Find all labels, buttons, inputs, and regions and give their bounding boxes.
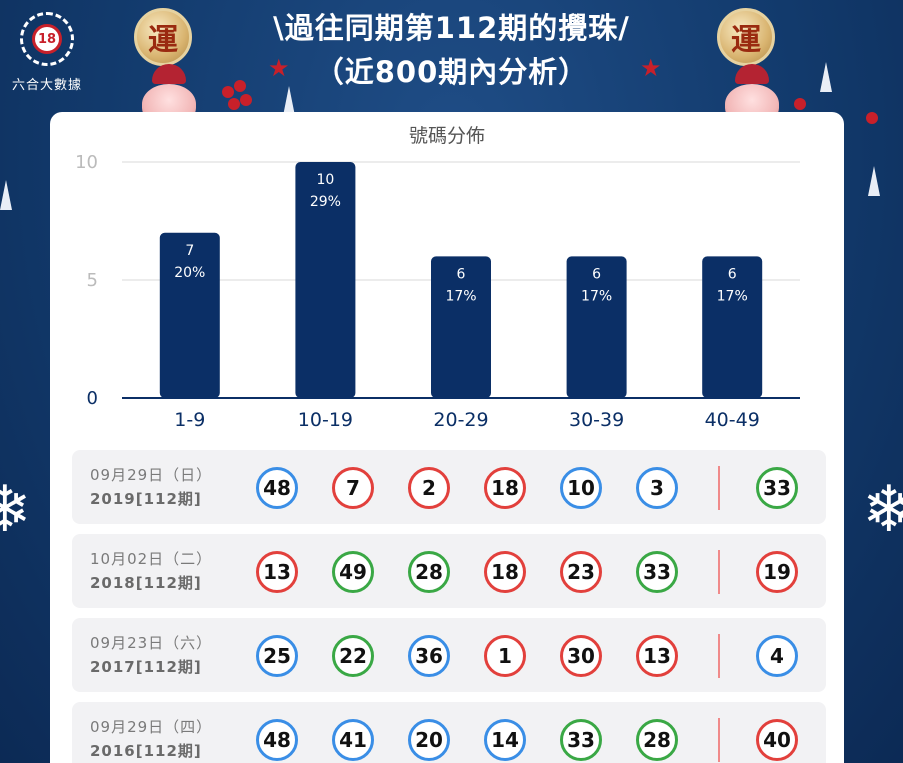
logo-number: 18 bbox=[32, 24, 62, 54]
distribution-chart: 號碼分佈 10 5 0 7 20% 1-9 10 29% 10-19 6 17% 20-29 6 17% 30… bbox=[50, 112, 844, 442]
number-ball: 10 bbox=[560, 467, 602, 509]
number-ball: 2 bbox=[408, 467, 450, 509]
x-tick-label: 40-49 bbox=[705, 409, 760, 431]
number-ball: 1 bbox=[484, 635, 526, 677]
number-ball: 23 bbox=[560, 551, 602, 593]
title-line-2: （近800期內分析） bbox=[314, 55, 589, 89]
number-ball: 48 bbox=[256, 467, 298, 509]
star-icon: ★ bbox=[640, 54, 662, 82]
berry-icon bbox=[240, 94, 252, 106]
cone-icon bbox=[868, 166, 880, 196]
bar bbox=[702, 256, 763, 398]
gnome-left: 運 bbox=[134, 8, 204, 138]
x-tick-label: 10-19 bbox=[298, 409, 353, 431]
draw-date: 09月23日（六） bbox=[90, 634, 213, 652]
luck-coin-icon: 運 bbox=[717, 8, 775, 66]
special-separator bbox=[718, 718, 720, 762]
bar-value-label: 6 bbox=[728, 266, 737, 282]
number-ball: 33 bbox=[636, 551, 678, 593]
draw-date: 09月29日（日） bbox=[90, 466, 213, 484]
page-title: \過往同期第112期的攪珠/ （近800期內分析） bbox=[200, 6, 703, 94]
bar-value-label: 6 bbox=[457, 266, 466, 282]
snowflake-icon: ❄ bbox=[0, 473, 32, 547]
draw-date: 09月29日（四） bbox=[90, 718, 213, 736]
number-ball: 36 bbox=[408, 635, 450, 677]
number-ball: 13 bbox=[256, 551, 298, 593]
special-separator bbox=[718, 634, 720, 678]
draw-row: 10月02日（二） 2018[112期] 13 49 28 18 23 33 19 bbox=[72, 534, 826, 608]
gnome-hat-icon bbox=[152, 64, 186, 84]
draw-period: 2019[112期] bbox=[90, 490, 202, 508]
x-tick-label: 20-29 bbox=[433, 409, 488, 431]
draw-row: 09月29日（四） 2016[112期] 48 41 20 14 33 28 40 bbox=[72, 702, 826, 763]
chart-svg: 號碼分佈 10 5 0 7 20% 1-9 10 29% 10-19 6 17% 20-29 6 17% 30… bbox=[75, 125, 800, 431]
chart-title: 號碼分佈 bbox=[409, 125, 485, 147]
draw-period: 2017[112期] bbox=[90, 658, 202, 676]
gnome-hat-icon bbox=[735, 64, 769, 84]
special-number-ball: 4 bbox=[756, 635, 798, 677]
number-ball: 18 bbox=[484, 467, 526, 509]
number-ball: 18 bbox=[484, 551, 526, 593]
special-number-ball: 40 bbox=[756, 719, 798, 761]
number-ball: 14 bbox=[484, 719, 526, 761]
bar bbox=[566, 256, 627, 398]
number-ball: 22 bbox=[332, 635, 374, 677]
bar bbox=[295, 162, 356, 398]
bar-value-label: 7 bbox=[185, 243, 194, 259]
bar-percent-label: 20% bbox=[174, 265, 205, 281]
berry-icon bbox=[794, 98, 806, 110]
title-line-1: \過往同期第112期的攪珠/ bbox=[273, 11, 630, 45]
bar-value-label: 6 bbox=[592, 266, 601, 282]
special-separator bbox=[718, 550, 720, 594]
bar-percent-label: 17% bbox=[445, 288, 476, 304]
number-ball: 48 bbox=[256, 719, 298, 761]
draw-period: 2016[112期] bbox=[90, 742, 202, 760]
bar-percent-label: 17% bbox=[717, 288, 748, 304]
luck-coin-icon: 運 bbox=[134, 8, 192, 66]
x-tick-label: 1-9 bbox=[174, 409, 205, 431]
number-ball: 13 bbox=[636, 635, 678, 677]
draw-row: 09月29日（日） 2019[112期] 48 7 2 18 10 3 33 bbox=[72, 450, 826, 524]
snowflake-icon: ❄ bbox=[862, 473, 903, 547]
draw-row: 09月23日（六） 2017[112期] 25 22 36 1 30 13 4 bbox=[72, 618, 826, 692]
number-ball: 3 bbox=[636, 467, 678, 509]
special-number-ball: 33 bbox=[756, 467, 798, 509]
berry-icon bbox=[866, 112, 878, 124]
berry-icon bbox=[222, 86, 234, 98]
bagua-icon: 18 bbox=[20, 12, 74, 66]
number-ball: 28 bbox=[636, 719, 678, 761]
draw-history-list: 09月29日（日） 2019[112期] 48 7 2 18 10 3 33 10月02日（… bbox=[72, 450, 826, 763]
special-separator bbox=[718, 466, 720, 510]
bar bbox=[159, 232, 220, 398]
number-ball: 7 bbox=[332, 467, 374, 509]
x-tick-label: 30-39 bbox=[569, 409, 624, 431]
number-ball: 41 bbox=[332, 719, 374, 761]
draw-date: 10月02日（二） bbox=[90, 550, 213, 568]
number-ball: 20 bbox=[408, 719, 450, 761]
berry-icon bbox=[234, 80, 246, 92]
star-icon: ★ bbox=[268, 54, 290, 82]
y-tick-label: 0 bbox=[87, 388, 98, 409]
number-ball: 30 bbox=[560, 635, 602, 677]
draw-period: 2018[112期] bbox=[90, 574, 202, 592]
bar-value-label: 10 bbox=[316, 172, 334, 188]
bar bbox=[431, 256, 491, 398]
special-number-ball: 19 bbox=[756, 551, 798, 593]
berry-icon bbox=[228, 98, 240, 110]
brand-logo: 18 六合大數據 bbox=[10, 12, 84, 93]
brand-name: 六合大數據 bbox=[11, 78, 82, 93]
content-card: 號碼分佈 10 5 0 7 20% 1-9 10 29% 10-19 6 17% 20-29 6 17% 30… bbox=[50, 112, 844, 763]
number-ball: 25 bbox=[256, 635, 298, 677]
bar-percent-label: 17% bbox=[581, 288, 612, 304]
cone-icon bbox=[0, 180, 12, 210]
y-tick-label: 5 bbox=[87, 270, 98, 291]
cone-icon bbox=[283, 86, 295, 116]
cone-icon bbox=[820, 62, 832, 92]
bar-percent-label: 29% bbox=[310, 194, 341, 210]
number-ball: 33 bbox=[560, 719, 602, 761]
number-ball: 49 bbox=[332, 551, 374, 593]
number-ball: 28 bbox=[408, 551, 450, 593]
y-tick-label: 10 bbox=[75, 152, 98, 173]
